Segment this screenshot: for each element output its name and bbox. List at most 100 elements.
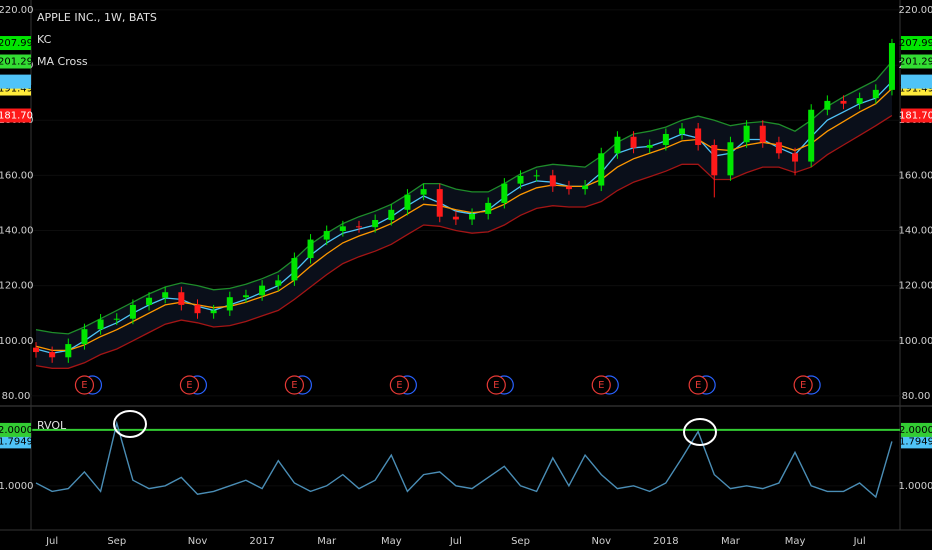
y-tick-label: 80.00 (2, 391, 31, 402)
pane-title: RVOL (37, 419, 67, 432)
candle-body (565, 186, 572, 190)
candle-body (210, 310, 217, 314)
y-tick-label: 120.00 (899, 281, 932, 292)
last-value-box (901, 54, 932, 69)
candle-body (485, 202, 492, 214)
x-tick-label: Jul (853, 536, 866, 547)
earnings-marker (793, 375, 813, 395)
candle-body (549, 175, 556, 187)
candle-body (356, 226, 362, 228)
candle-body (49, 352, 56, 358)
last-value-box (901, 108, 932, 123)
level-box (901, 422, 932, 437)
earnings-label: E (598, 380, 604, 391)
y-tick-label: 160.00 (899, 170, 932, 181)
candle-body (501, 183, 508, 203)
earnings-label: E (81, 380, 87, 391)
candle-body (808, 109, 815, 162)
last-value-box (0, 74, 31, 89)
candle-body (97, 319, 104, 330)
x-tick-label: 2017 (249, 536, 274, 547)
candle-body (259, 285, 266, 296)
x-tick-label: Sep (511, 536, 530, 547)
candle-body (759, 125, 766, 143)
earnings-marker (74, 375, 95, 395)
level-label: 2.0000 (899, 425, 932, 436)
candle-body (775, 142, 782, 154)
last-value-box (0, 36, 31, 51)
candle-body (630, 136, 637, 148)
candle-body (81, 329, 88, 345)
candle-body (404, 194, 411, 210)
candle-body (743, 125, 750, 143)
y-tick-label: 100.00 (0, 336, 34, 347)
earnings-label: E (396, 380, 402, 391)
x-tick-label: Jul (45, 536, 58, 547)
earnings-marker (591, 375, 611, 395)
chart-title: APPLE INC., 1W, BATS (37, 11, 157, 24)
last-value-label: 181.70 (899, 111, 932, 122)
candle-body (146, 297, 153, 305)
candle-body (679, 128, 685, 134)
candle-body (65, 344, 72, 358)
x-tick-label: May (785, 536, 806, 547)
candle-body (533, 175, 540, 177)
candle-body (291, 258, 298, 281)
earnings-label: E (493, 380, 499, 391)
line (35, 61, 893, 335)
candle-body (727, 142, 734, 176)
candle-body (598, 153, 605, 186)
level-box (0, 422, 31, 437)
candle-body (792, 153, 799, 162)
candle-body (517, 175, 524, 184)
x-tick-label: May (381, 536, 402, 547)
y-tick-label: 120.00 (0, 281, 34, 292)
x-tick-label: Mar (317, 536, 337, 547)
candle-body (840, 100, 847, 104)
candle-body (695, 128, 702, 146)
last-value-label: 1.7949 (0, 436, 33, 447)
earnings-marker (486, 375, 506, 395)
y-tick-label: 1.0000 (0, 481, 34, 492)
last-value-label: 201.29 (899, 57, 932, 68)
indicator-name: MA Cross (37, 55, 88, 68)
candle-body (469, 213, 476, 220)
last-value-box (901, 434, 932, 449)
last-value-box (0, 434, 31, 449)
level-label: 2.0000 (0, 425, 33, 436)
earnings-label: E (291, 380, 297, 391)
last-value-label: 201.29 (0, 57, 33, 68)
last-value-label: 181.70 (0, 111, 33, 122)
y-tick-label: 100.00 (899, 336, 932, 347)
candle-body (162, 292, 169, 298)
line (35, 114, 893, 369)
candle-body (582, 185, 589, 190)
candle-body (452, 216, 459, 220)
candle-body (339, 226, 346, 232)
candle-body (856, 98, 863, 104)
candle-body (33, 347, 39, 353)
candle-body (436, 189, 443, 217)
earnings-marker (389, 375, 409, 395)
line (35, 420, 893, 499)
last-value-box (901, 74, 932, 89)
last-value-label: 207.99 (899, 38, 932, 49)
earnings-marker (284, 375, 304, 395)
last-value-box (0, 54, 31, 69)
x-tick-label: Sep (107, 536, 126, 547)
candle-body (129, 304, 136, 319)
last-value-box (0, 108, 31, 123)
candle-body (323, 231, 330, 240)
y-tick-label: 80.00 (902, 391, 931, 402)
x-tick-label: 2018 (653, 536, 678, 547)
candle-body (275, 280, 282, 286)
candle-body (372, 220, 379, 228)
y-tick-label: 140.00 (0, 225, 34, 236)
x-tick-label: Nov (188, 536, 208, 547)
candle-body (388, 209, 395, 221)
labels: 80.00 80.00 100.00 100.00 120.00 120.00 140.00… (0, 5, 932, 547)
candle-body (646, 145, 653, 148)
